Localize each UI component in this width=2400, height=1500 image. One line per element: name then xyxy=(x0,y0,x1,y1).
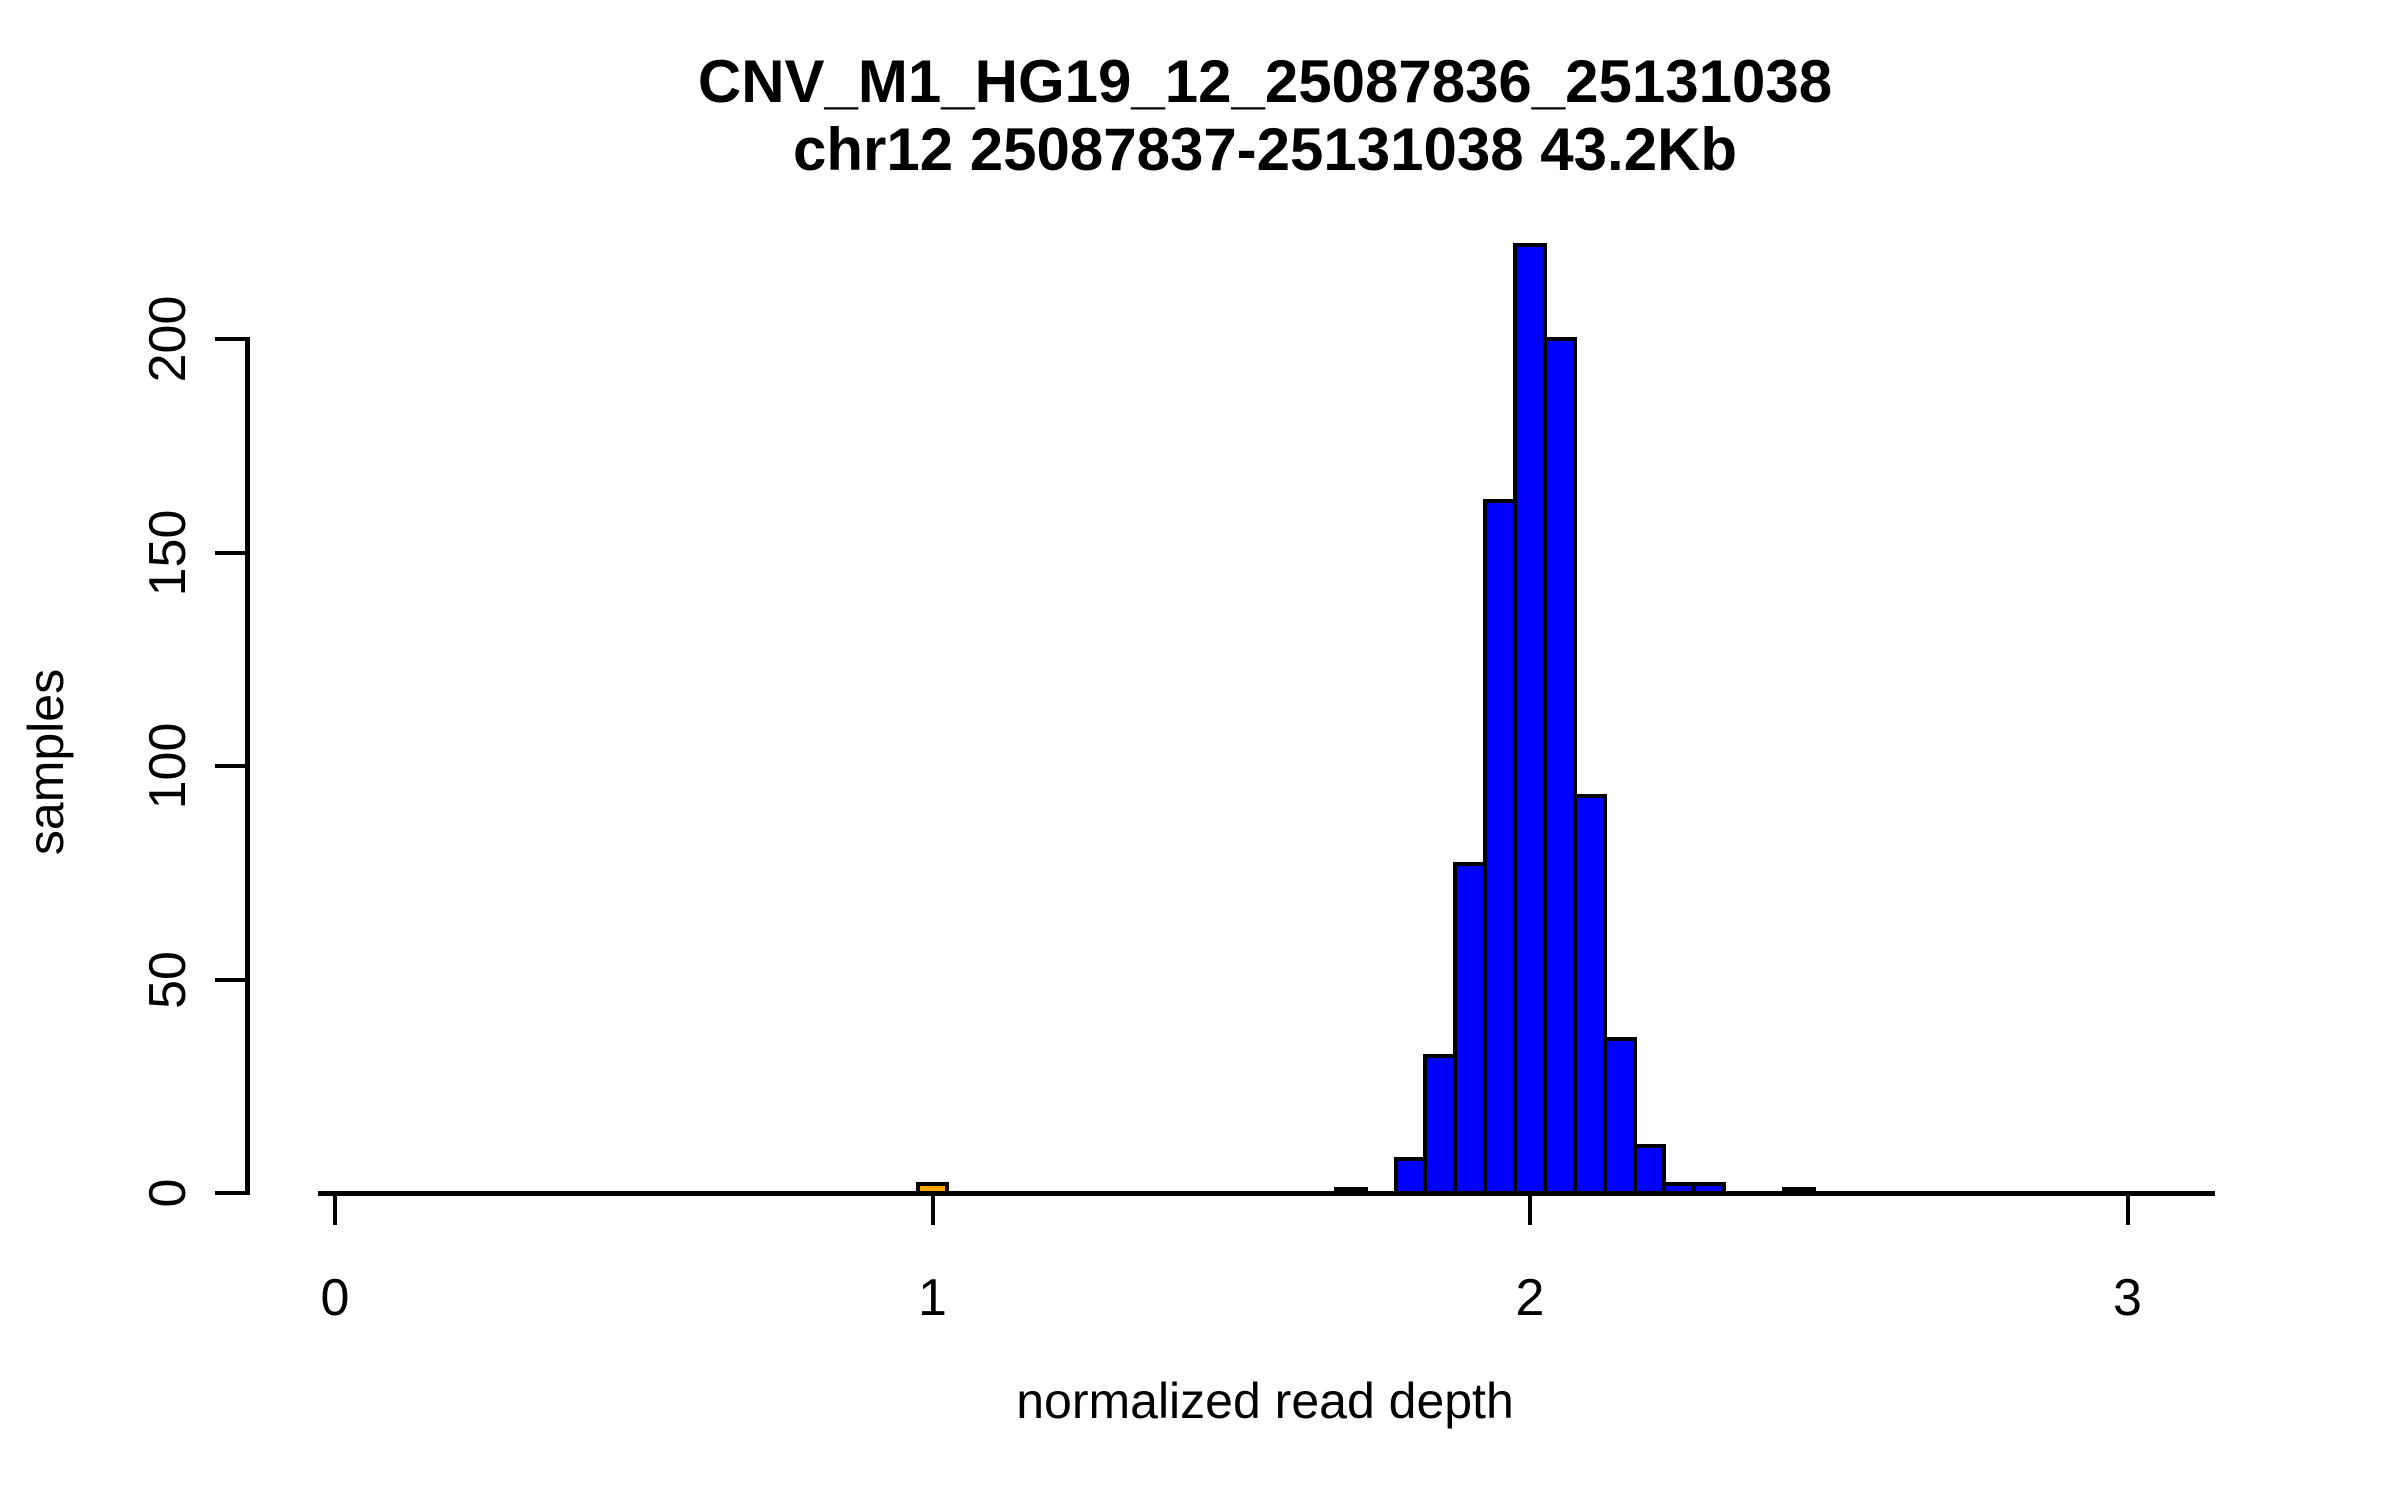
histogram-bar xyxy=(1572,793,1607,1195)
histogram-bar xyxy=(1333,1186,1368,1195)
histogram-bar xyxy=(1662,1182,1697,1195)
histogram-bar xyxy=(1453,862,1488,1195)
x-tick-label: 2 xyxy=(1515,1269,1545,1327)
histogram-bar xyxy=(1513,243,1547,1195)
y-tick-mark xyxy=(215,764,247,768)
y-tick-label: 100 xyxy=(139,722,197,810)
x-tick-mark xyxy=(2125,1193,2130,1225)
x-tick-mark xyxy=(930,1193,935,1225)
chart-title: CNV_M1_HG19_12_25087836_25131038 xyxy=(697,48,1833,115)
x-tick-label: 0 xyxy=(320,1269,350,1327)
x-axis-line xyxy=(318,1190,2215,1196)
y-tick-mark xyxy=(215,977,247,982)
y-tick-mark xyxy=(215,550,247,555)
histogram-bar xyxy=(1781,1186,1816,1195)
chart-subtitle: chr12 25087837-25131038 43.2Kb xyxy=(792,116,1738,183)
x-tick-mark xyxy=(333,1193,337,1225)
y-tick-mark xyxy=(215,1191,247,1195)
histogram-bar xyxy=(1692,1182,1727,1195)
histogram-bar xyxy=(1542,337,1577,1195)
x-axis-label: normalized read depth xyxy=(1016,1373,1514,1429)
histogram-bar xyxy=(1423,1054,1458,1195)
y-tick-label: 50 xyxy=(139,950,197,1009)
histogram-bar xyxy=(1393,1156,1428,1195)
histogram-bar xyxy=(1632,1144,1667,1195)
histogram-bar xyxy=(915,1182,950,1195)
histogram-bar xyxy=(1602,1037,1637,1195)
x-tick-label: 1 xyxy=(918,1269,947,1327)
x-tick-label: 3 xyxy=(2113,1269,2142,1327)
y-tick-label: 0 xyxy=(139,1178,197,1208)
y-tick-label: 200 xyxy=(139,295,197,383)
histogram-bar xyxy=(1483,499,1518,1195)
y-axis-line xyxy=(244,337,250,1195)
y-tick-mark xyxy=(215,337,247,341)
x-tick-mark xyxy=(1528,1193,1532,1225)
y-tick-label: 150 xyxy=(139,509,197,596)
